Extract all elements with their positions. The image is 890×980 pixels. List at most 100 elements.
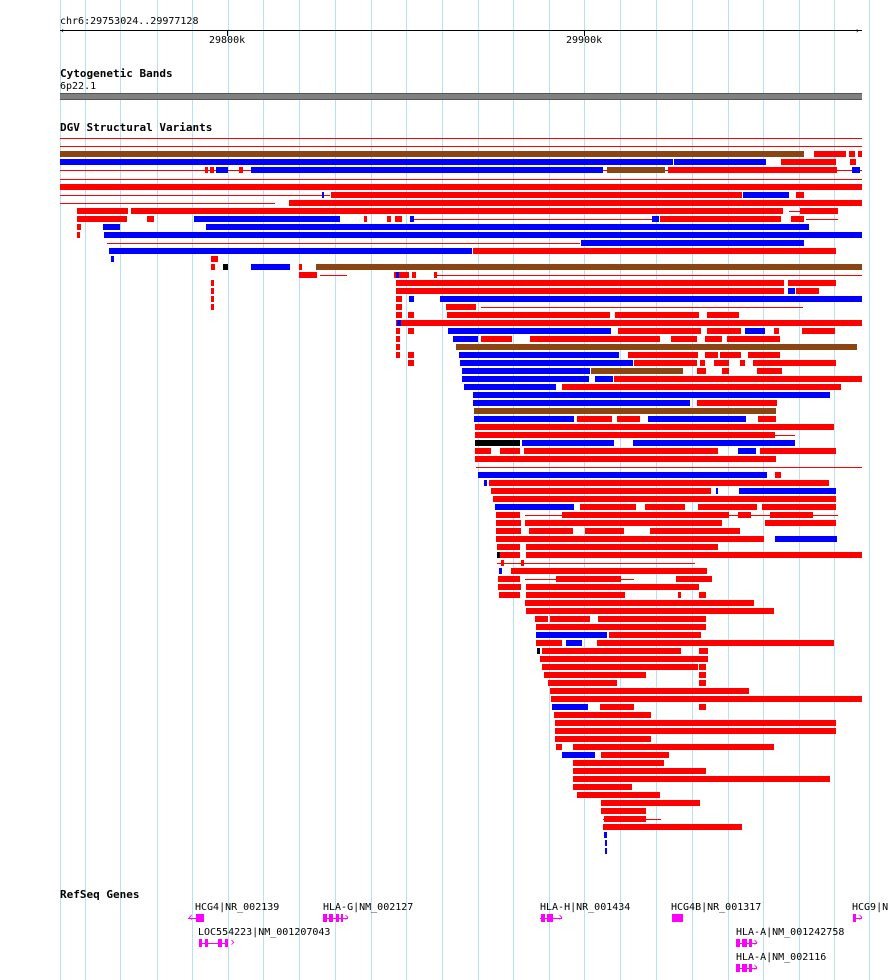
- gene-label[interactable]: HCG9|N: [852, 902, 889, 913]
- variant-feature[interactable]: [598, 616, 706, 622]
- gene-feature[interactable]: [341, 914, 343, 922]
- variant-feature[interactable]: [495, 504, 574, 510]
- gene-feature[interactable]: [742, 939, 747, 947]
- variant-feature[interactable]: [497, 552, 500, 558]
- variant-feature[interactable]: [714, 360, 729, 366]
- variant-feature[interactable]: [239, 167, 243, 173]
- variant-feature[interactable]: [537, 648, 540, 654]
- variant-feature[interactable]: [131, 208, 783, 214]
- variant-feature[interactable]: [609, 632, 701, 638]
- variant-feature[interactable]: [60, 159, 673, 165]
- variant-feature[interactable]: [581, 240, 804, 246]
- variant-feature[interactable]: [475, 424, 834, 430]
- variant-feature[interactable]: [474, 416, 574, 422]
- variant-feature[interactable]: [396, 336, 400, 342]
- variant-feature[interactable]: [484, 480, 487, 486]
- variant-feature[interactable]: [597, 640, 834, 646]
- variant-feature[interactable]: [791, 216, 804, 222]
- variant-feature[interactable]: [500, 552, 520, 558]
- gene-feature[interactable]: [749, 939, 752, 947]
- variant-feature[interactable]: [526, 592, 625, 598]
- variant-feature[interactable]: [850, 159, 856, 165]
- variant-feature[interactable]: [500, 448, 520, 454]
- variant-feature[interactable]: [615, 312, 699, 318]
- variant-feature[interactable]: [775, 472, 781, 478]
- variant-feature[interactable]: [460, 360, 633, 366]
- variant-feature[interactable]: [573, 768, 706, 774]
- variant-feature[interactable]: [498, 576, 520, 582]
- variant-feature[interactable]: [223, 264, 226, 270]
- variant-feature[interactable]: [536, 624, 706, 630]
- variant-feature[interactable]: [77, 208, 128, 214]
- variant-feature[interactable]: [216, 167, 228, 173]
- variant-feature[interactable]: [788, 280, 836, 286]
- variant-connector[interactable]: [320, 275, 347, 276]
- variant-feature[interactable]: [526, 584, 699, 590]
- gene-feature[interactable]: [672, 914, 683, 922]
- variant-feature[interactable]: [573, 744, 774, 750]
- variant-feature[interactable]: [462, 376, 589, 382]
- gene-feature[interactable]: [199, 939, 202, 947]
- variant-feature[interactable]: [720, 352, 741, 358]
- variant-feature[interactable]: [396, 312, 402, 318]
- variant-feature[interactable]: [551, 696, 862, 702]
- variant-feature[interactable]: [562, 384, 841, 390]
- variant-feature[interactable]: [474, 408, 776, 414]
- variant-feature[interactable]: [705, 352, 718, 358]
- variant-connector[interactable]: [411, 219, 653, 220]
- variant-feature[interactable]: [697, 368, 706, 374]
- gene-label[interactable]: HLA-A|NM_001242758: [736, 927, 845, 938]
- variant-feature[interactable]: [775, 536, 837, 542]
- variant-feature[interactable]: [396, 328, 400, 334]
- variant-feature[interactable]: [699, 672, 706, 678]
- gene-label[interactable]: HLA-A|NM_002116: [736, 952, 827, 963]
- variant-feature[interactable]: [459, 352, 619, 358]
- variant-feature[interactable]: [595, 376, 613, 382]
- variant-connector[interactable]: [436, 275, 862, 276]
- gene-feature[interactable]: [336, 914, 339, 922]
- variant-feature[interactable]: [489, 480, 829, 486]
- gene-label[interactable]: HLA-G|NM_002127: [323, 902, 414, 913]
- variant-feature[interactable]: [554, 712, 651, 718]
- variant-feature[interactable]: [704, 320, 733, 326]
- variant-feature[interactable]: [408, 352, 414, 358]
- variant-feature[interactable]: [104, 232, 862, 238]
- variant-feature[interactable]: [525, 600, 754, 606]
- variant-feature[interactable]: [671, 336, 697, 342]
- variant-feature[interactable]: [745, 328, 765, 334]
- variant-feature[interactable]: [648, 416, 746, 422]
- gene-feature[interactable]: [749, 964, 752, 972]
- variant-feature[interactable]: [562, 752, 595, 758]
- variant-feature[interactable]: [705, 336, 722, 342]
- variant-feature[interactable]: [697, 400, 777, 406]
- cytoband-bar[interactable]: [60, 93, 862, 100]
- variant-feature[interactable]: [601, 808, 646, 814]
- variant-feature[interactable]: [446, 304, 476, 310]
- variant-feature[interactable]: [577, 792, 660, 798]
- variant-feature[interactable]: [573, 776, 830, 782]
- gene-feature[interactable]: [202, 943, 228, 944]
- gene-feature[interactable]: [742, 964, 747, 972]
- variant-feature[interactable]: [111, 256, 114, 262]
- variant-feature[interactable]: [473, 392, 830, 398]
- variant-feature[interactable]: [409, 296, 414, 302]
- variant-feature[interactable]: [60, 184, 862, 190]
- track-title-refseq[interactable]: RefSeq Genes: [60, 888, 140, 901]
- gene-feature[interactable]: [736, 939, 740, 947]
- variant-feature[interactable]: [573, 760, 664, 766]
- variant-feature[interactable]: [707, 312, 739, 318]
- variant-feature[interactable]: [501, 560, 504, 566]
- variant-feature[interactable]: [757, 368, 782, 374]
- variant-feature[interactable]: [566, 640, 582, 646]
- variant-feature[interactable]: [573, 784, 632, 790]
- variant-feature[interactable]: [774, 328, 779, 334]
- variant-feature[interactable]: [211, 288, 214, 294]
- variant-feature[interactable]: [394, 272, 409, 278]
- variant-feature[interactable]: [147, 216, 154, 222]
- variant-feature[interactable]: [447, 312, 610, 318]
- variant-feature[interactable]: [473, 248, 836, 254]
- variant-feature[interactable]: [760, 448, 836, 454]
- variant-feature[interactable]: [548, 680, 617, 686]
- variant-feature[interactable]: [802, 328, 835, 334]
- gene-feature[interactable]: [323, 914, 327, 922]
